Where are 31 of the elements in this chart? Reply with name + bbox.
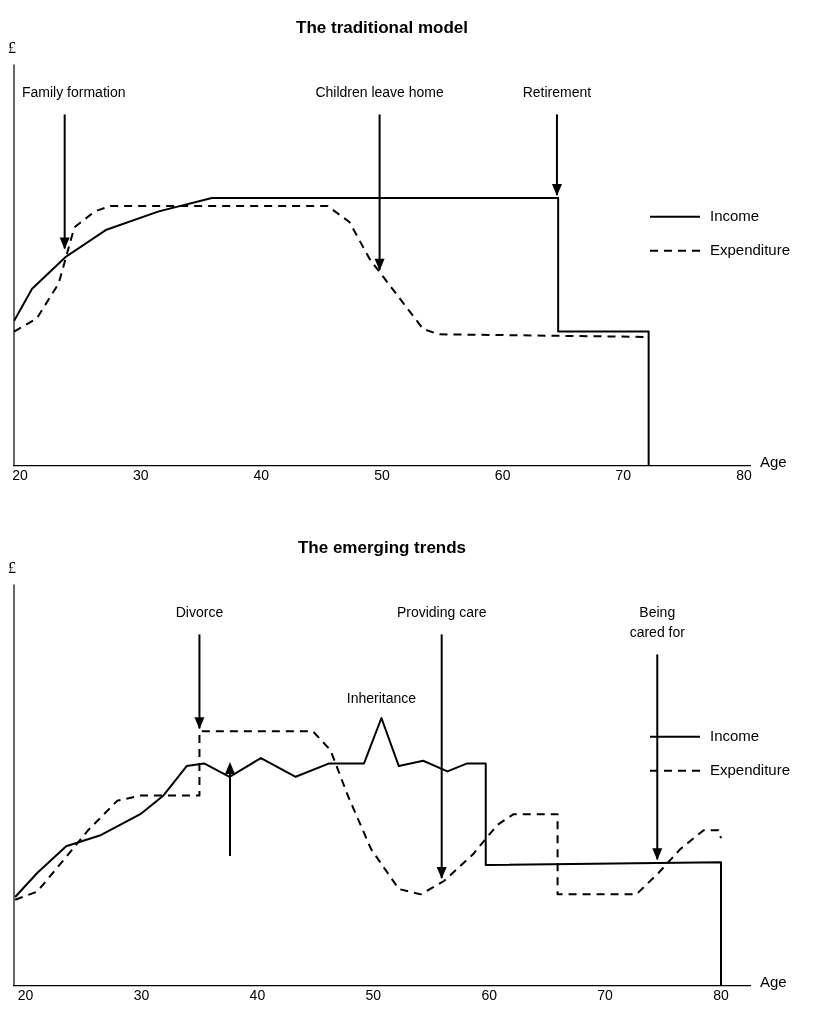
legend-label: Income xyxy=(710,206,760,224)
chart-title: The emerging trends xyxy=(297,537,467,557)
legend-label: Expenditure xyxy=(710,240,791,258)
x-tick-label: 50 xyxy=(374,467,390,484)
x-tick-label: 80 xyxy=(736,467,752,484)
annotation: Family formation xyxy=(22,84,126,101)
x-tick-label: 70 xyxy=(615,467,632,484)
annotation: Providing care xyxy=(396,604,487,621)
annotation: Divorce xyxy=(175,604,224,621)
annotation: Retirement xyxy=(522,84,592,101)
x-axis-title: Age xyxy=(760,973,787,991)
x-tick-label: 20 xyxy=(17,987,34,1004)
x-axis-title: Age xyxy=(760,453,787,471)
x-tick-label: 30 xyxy=(132,467,149,484)
x-tick-label: 60 xyxy=(494,467,511,484)
x-tick-label: 20 xyxy=(12,467,29,484)
x-tick-label: 50 xyxy=(365,987,382,1004)
annotation: Being cared for xyxy=(629,604,686,641)
y-axis-title: £ xyxy=(8,38,16,56)
x-tick-label: 40 xyxy=(249,987,266,1004)
x-tick-label: 70 xyxy=(597,987,614,1004)
x-tick-label: 60 xyxy=(481,987,498,1004)
x-tick-label: 30 xyxy=(133,987,150,1004)
annotation: Inheritance xyxy=(346,689,417,706)
annotation: Children leave home xyxy=(315,84,444,101)
legend-label: Income xyxy=(710,726,760,744)
y-axis-title: £ xyxy=(8,558,16,576)
chart-title: The traditional model xyxy=(296,17,468,37)
legend-label: Expenditure xyxy=(710,760,791,778)
x-tick-label: 80 xyxy=(713,987,730,1004)
x-tick-label: 40 xyxy=(253,467,270,484)
